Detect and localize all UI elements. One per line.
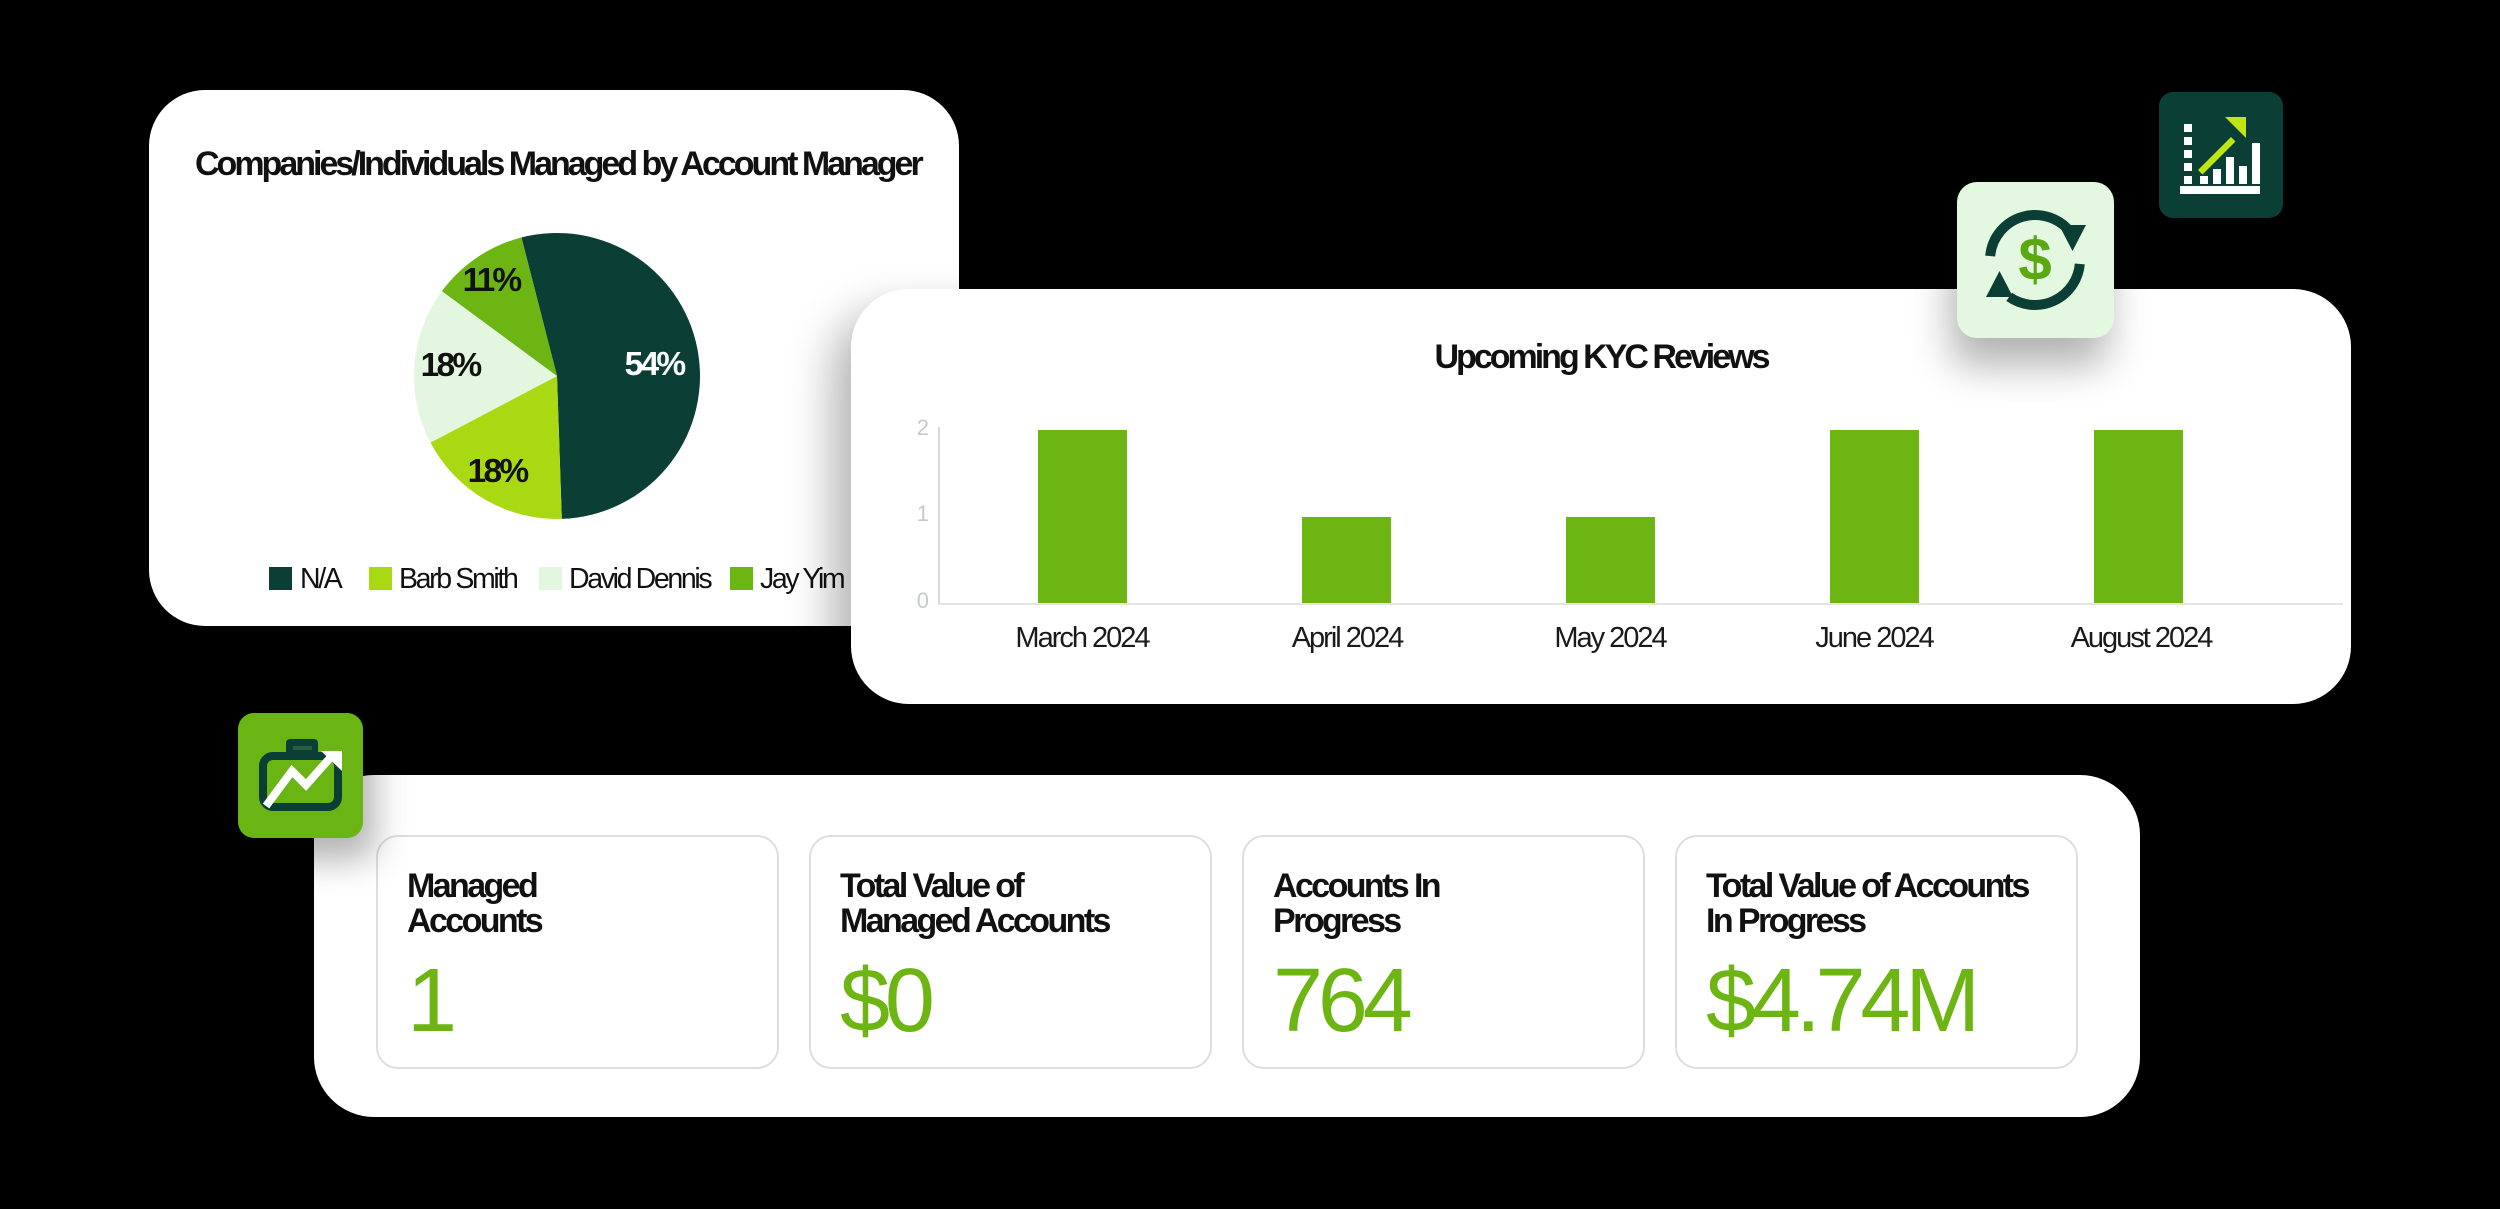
svg-text:$: $: [2018, 226, 2051, 293]
